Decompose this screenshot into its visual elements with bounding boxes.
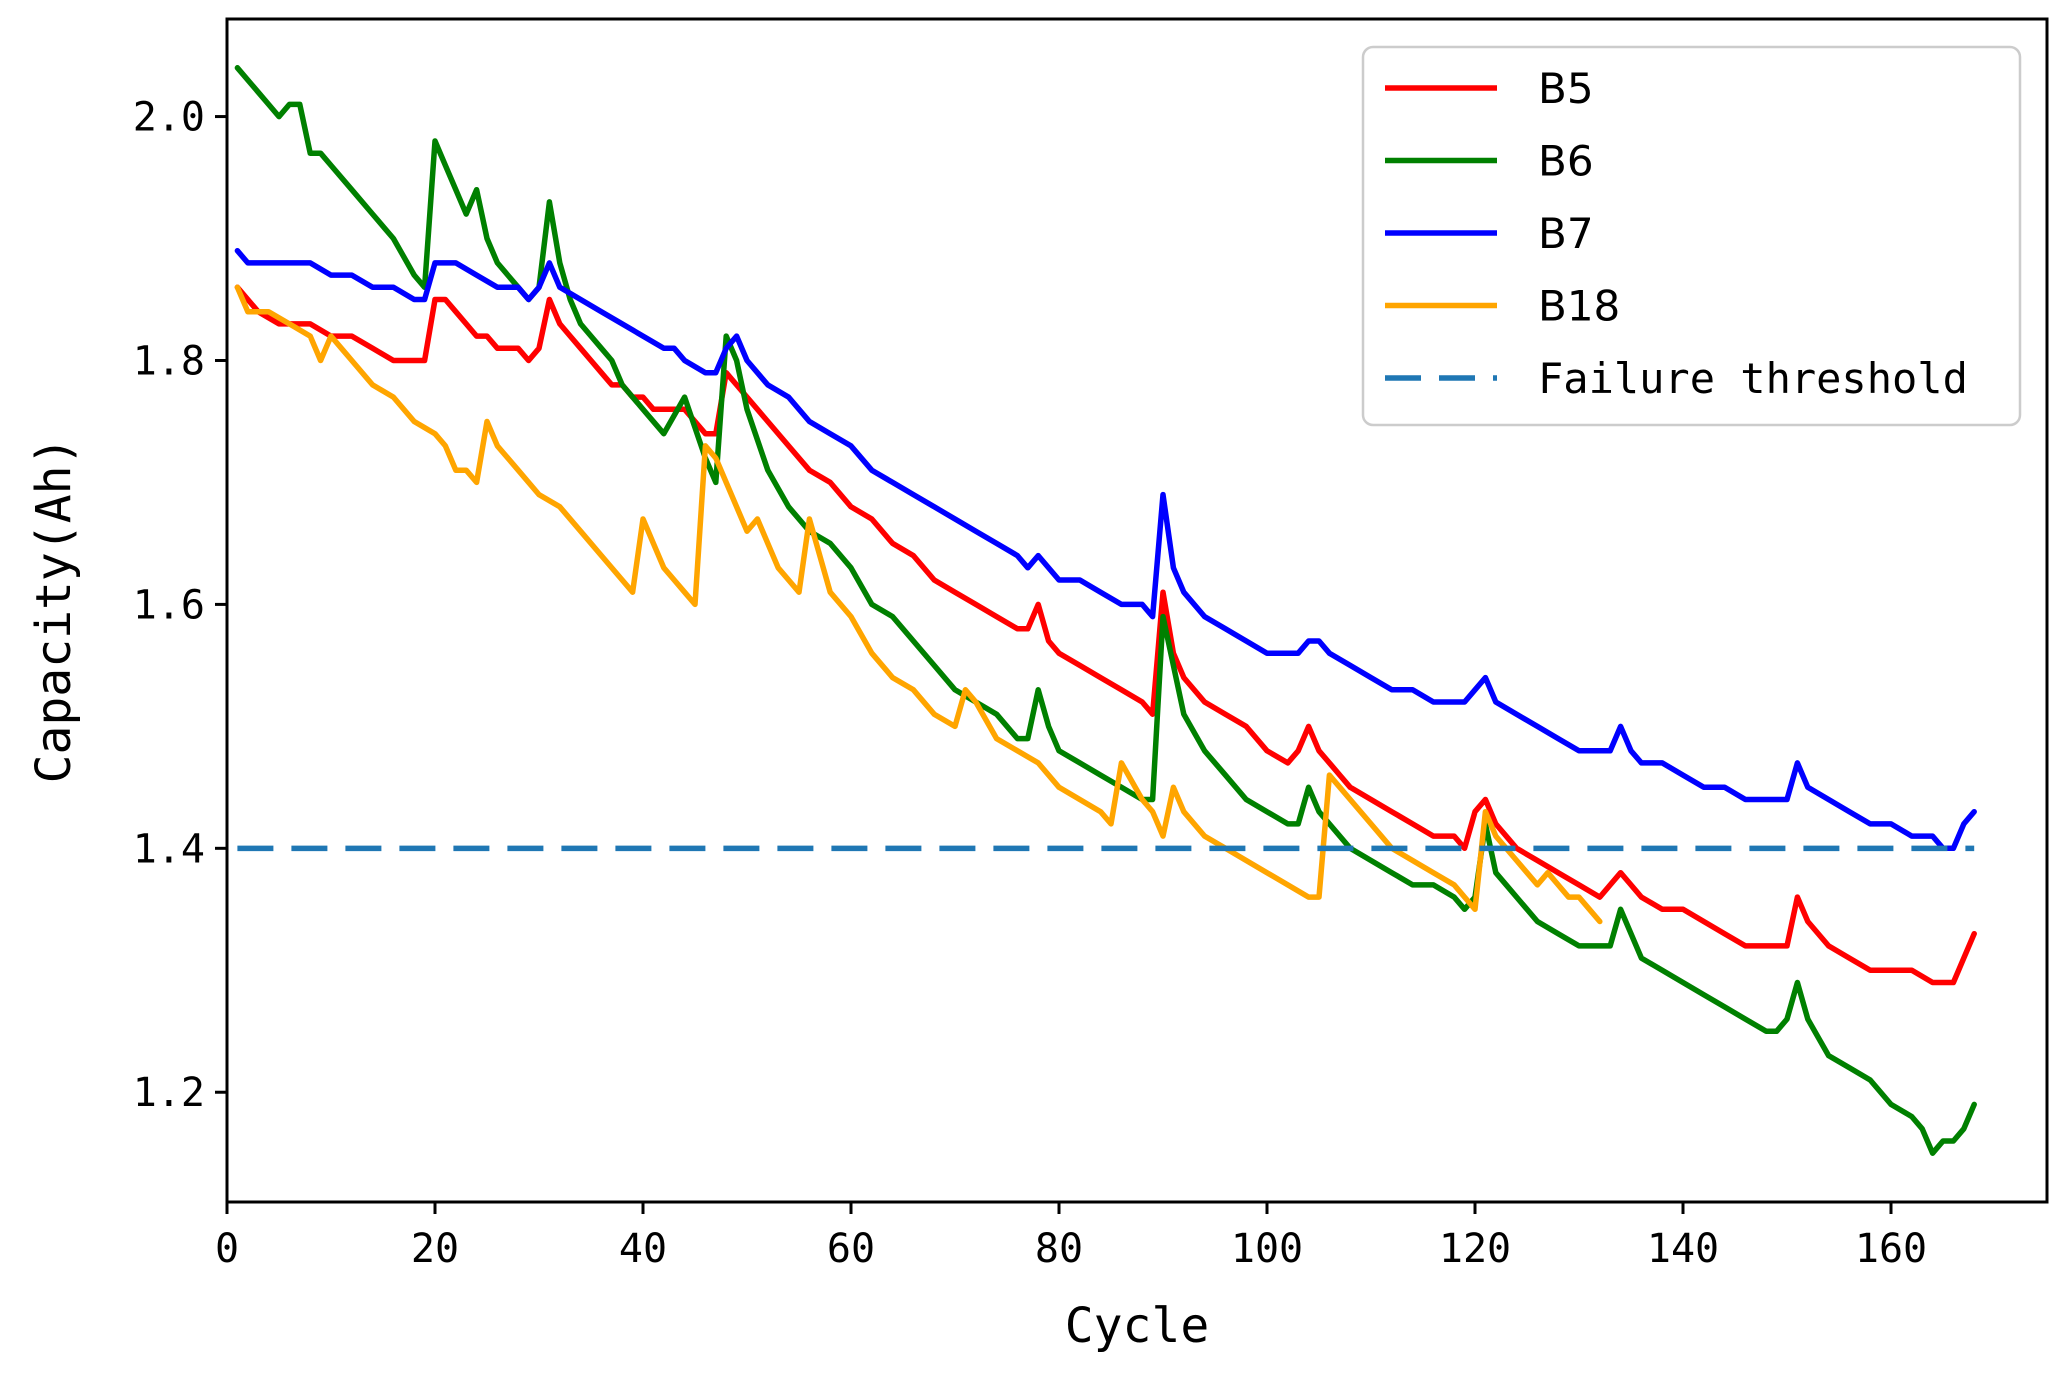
y-tick-label: 2.0 xyxy=(133,95,205,141)
y-tick-label: 1.2 xyxy=(133,1070,205,1116)
plot-lines xyxy=(234,65,1977,1156)
series-line-b18 xyxy=(234,284,1603,925)
y-axis-title: Capacity(Ah) xyxy=(26,437,82,784)
x-tick-label: 60 xyxy=(827,1226,875,1272)
legend: B5 B6 B7 B18 Failure threshold xyxy=(1361,45,2022,427)
legend-label-b6: B6 xyxy=(1538,137,1594,186)
series-line-b5 xyxy=(234,284,1977,986)
x-tick-label: 100 xyxy=(1231,1226,1303,1272)
x-tick-label: 120 xyxy=(1439,1226,1511,1272)
series-line-b6 xyxy=(234,65,1977,1156)
legend-label-b5: B5 xyxy=(1538,64,1594,113)
y-tick-label: 1.6 xyxy=(133,582,205,628)
x-tick-label: 40 xyxy=(619,1226,667,1272)
legend-label-b7: B7 xyxy=(1538,209,1594,258)
plot-frame xyxy=(225,17,2049,1204)
x-tick-label: 20 xyxy=(411,1226,459,1272)
x-axis-title: Cycle xyxy=(1065,1298,1210,1354)
x-tick-label: 160 xyxy=(1855,1226,1927,1272)
x-tick-label: 80 xyxy=(1035,1226,1083,1272)
legend-label-b18: B18 xyxy=(1538,282,1620,331)
x-axis-ticks: 0 20 40 60 80 100 120 140 160 xyxy=(215,1202,1927,1272)
legend-box xyxy=(1361,45,2022,427)
x-tick-label: 140 xyxy=(1647,1226,1719,1272)
y-axis-ticks: 1.2 1.4 1.6 1.8 2.0 xyxy=(133,95,227,1116)
x-tick-label: 0 xyxy=(215,1226,239,1272)
legend-label-threshold: Failure threshold xyxy=(1538,354,1968,403)
y-tick-label: 1.4 xyxy=(133,826,205,872)
series-line-b7 xyxy=(234,247,1977,852)
y-tick-label: 1.8 xyxy=(133,338,205,384)
